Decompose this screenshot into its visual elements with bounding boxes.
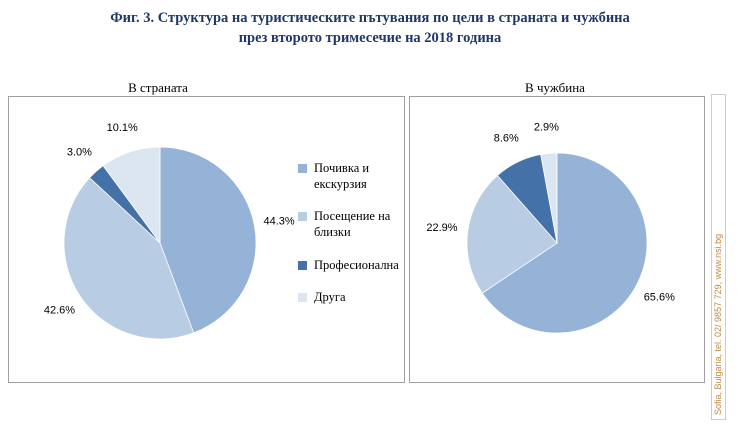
legend-label: Друга [314, 290, 346, 305]
pie-chart-domestic: 44.3% 42.6% 3.0% 10.1% [44, 122, 295, 340]
legend-marker [298, 212, 307, 222]
pie-label: 10.1% [107, 122, 138, 134]
legend-label: Професионална [314, 257, 399, 272]
pie-label: 65.6% [644, 292, 675, 304]
legend-item: Друга [298, 290, 404, 306]
pie-label: 8.6% [494, 133, 519, 145]
watermark-text: Sofia, Bulgaria, tel. 02/ 9857 729, www.… [711, 94, 726, 420]
legend-item: Почивка и екскурзия [298, 161, 404, 192]
pie-slice [102, 146, 161, 245]
pie-slice [540, 152, 558, 244]
pie-slice [466, 174, 558, 294]
pie-label: 3.0% [67, 147, 92, 159]
legend-marker [298, 293, 307, 303]
figure-title: Фиг. 3. Структура на туристическите пъту… [0, 8, 740, 49]
legend-item: Професионална [298, 258, 404, 274]
pie-label: 22.9% [426, 222, 457, 234]
chart-title-abroad: В чужбина [525, 80, 585, 95]
pie-slice [63, 177, 195, 340]
chart-area-abroad: 65.6% 22.9% 8.6% 2.9% [409, 96, 705, 383]
legend-label: Посещение на близки [314, 209, 391, 239]
chart-title-domestic: В страната [128, 80, 188, 95]
legend: Почивка и екскурзия Посещение на близки … [298, 161, 404, 306]
pie-slice [481, 152, 648, 334]
pie-chart-abroad: 65.6% 22.9% 8.6% 2.9% [426, 121, 675, 334]
legend-item: Посещение на близки [298, 209, 404, 240]
figure-title-line1: Фиг. 3. Структура на туристическите пъту… [110, 10, 630, 26]
pie-label: 2.9% [534, 121, 559, 133]
figure-title-line2: през второто тримесечие на 2018 година [238, 30, 502, 47]
pie-label: 44.3% [263, 215, 294, 227]
legend-marker [298, 260, 307, 270]
pie-slice [159, 146, 257, 334]
pie-label: 42.6% [44, 304, 75, 316]
legend-label: Почивка и екскурзия [314, 161, 370, 191]
chart-area-domestic: 44.3% 42.6% 3.0% 10.1% Почивка и екскурзия … [8, 96, 405, 383]
legend-marker [298, 164, 307, 173]
